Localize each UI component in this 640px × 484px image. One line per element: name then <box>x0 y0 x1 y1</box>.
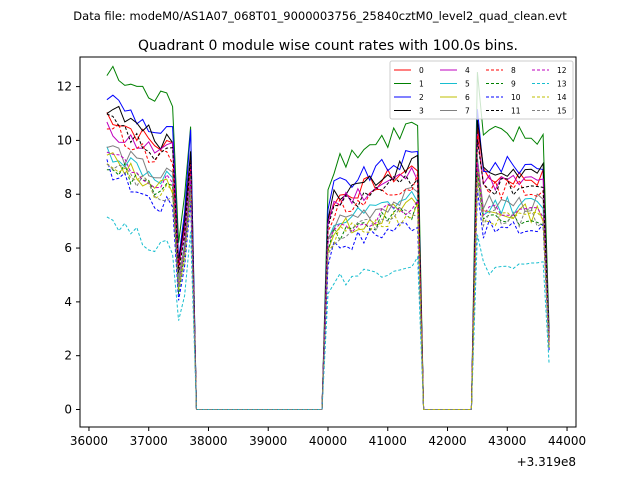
y-tick-label: 6 <box>64 241 72 255</box>
x-tick-label: 41000 <box>369 434 407 448</box>
x-axis: 36000 37000 38000 39000 40000 41000 42000 43000… <box>70 427 586 448</box>
series-line-13 <box>106 216 550 410</box>
legend-label-5: 5 <box>465 80 470 89</box>
y-tick-label: 10 <box>57 133 72 147</box>
x-tick-label: 44000 <box>548 434 586 448</box>
chart-title: Quadrant 0 module wise count rates with … <box>138 38 518 54</box>
figure-suptitle: Data file: modeM0/AS1A07_068T01_90000037… <box>73 9 567 23</box>
legend-label-14: 14 <box>557 93 567 102</box>
legend-label-3: 3 <box>419 107 424 116</box>
legend-label-6: 6 <box>465 93 470 102</box>
legend-label-0: 0 <box>419 66 424 75</box>
legend-label-15: 15 <box>557 107 567 116</box>
y-tick-label: 8 <box>64 187 72 201</box>
y-tick-label: 4 <box>64 295 72 309</box>
legend-box <box>389 60 574 120</box>
plot-area: 36000 37000 38000 39000 40000 41000 42000 43000… <box>57 56 586 448</box>
legend-label-4: 4 <box>465 66 470 75</box>
series-line-15 <box>106 163 550 410</box>
legend-label-9: 9 <box>511 80 516 89</box>
legend-label-7: 7 <box>465 107 470 116</box>
legend-label-12: 12 <box>557 66 567 75</box>
x-tick-label: 42000 <box>428 434 466 448</box>
x-tick-label: 37000 <box>130 434 168 448</box>
legend-label-11: 11 <box>511 107 521 116</box>
y-tick-label: 0 <box>64 403 72 417</box>
y-tick-label: 12 <box>57 80 72 94</box>
legend-label-13: 13 <box>557 80 567 89</box>
x-tick-label: 36000 <box>70 434 108 448</box>
y-tick-label: 2 <box>64 349 72 363</box>
series-lines <box>106 65 550 410</box>
x-tick-label: 39000 <box>249 434 287 448</box>
legend-label-2: 2 <box>419 93 424 102</box>
legend-label-10: 10 <box>511 93 521 102</box>
x-axis-offset-label: +3.319e8 <box>517 455 576 469</box>
legend-label-8: 8 <box>511 66 516 75</box>
y-axis: 0 2 4 6 8 10 12 <box>57 80 80 417</box>
legend-label-1: 1 <box>419 80 424 89</box>
x-tick-label: 40000 <box>309 434 347 448</box>
series-line-10 <box>106 159 550 410</box>
x-tick-label: 38000 <box>189 434 227 448</box>
x-tick-label: 43000 <box>488 434 526 448</box>
